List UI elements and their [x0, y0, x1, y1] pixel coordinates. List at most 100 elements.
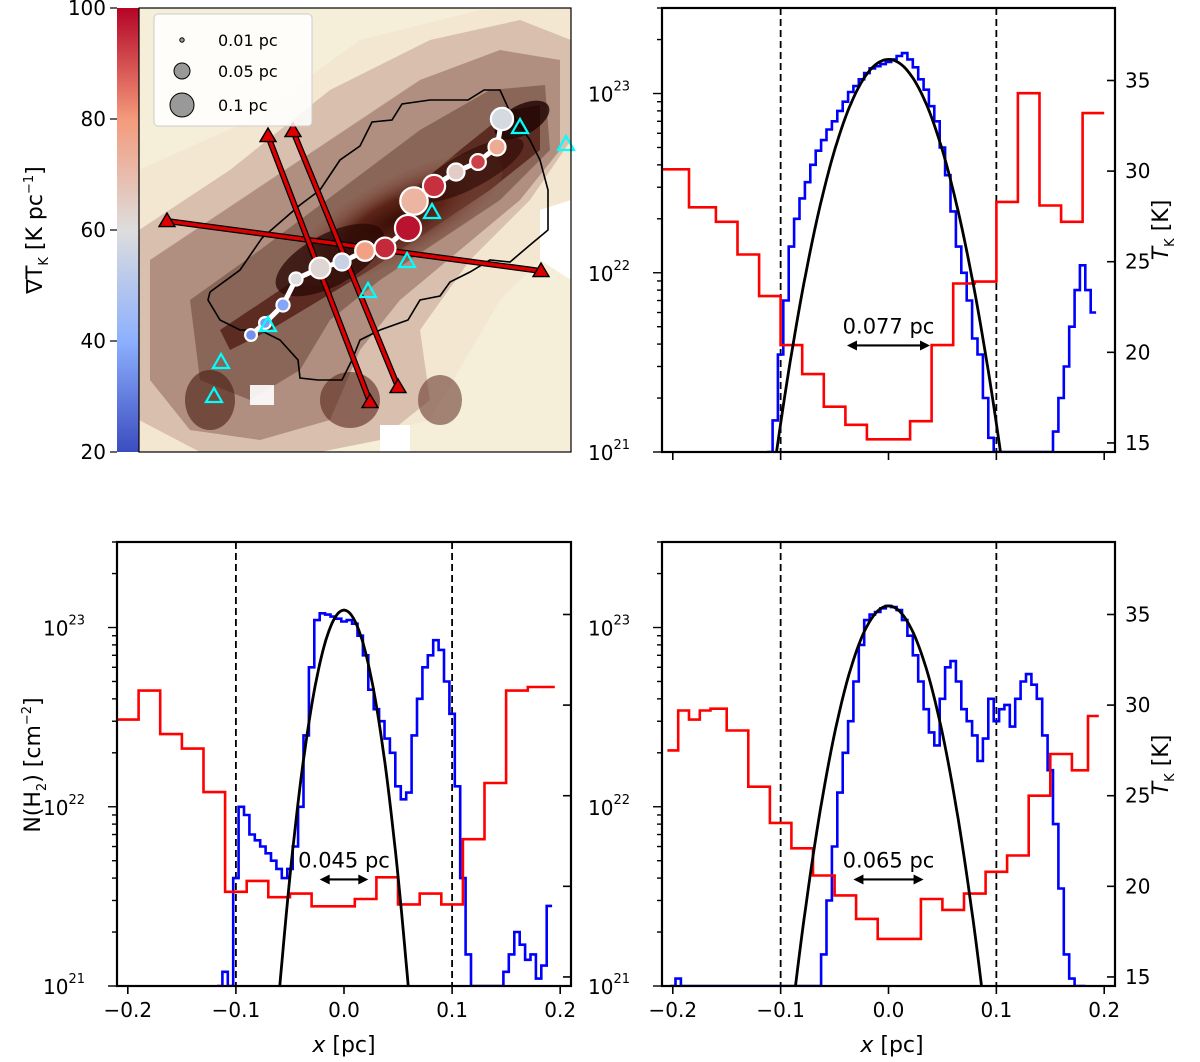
- temperature-profile: [662, 91, 1105, 441]
- legend-label: 0.1 pc: [218, 96, 267, 115]
- x-tick-label: −0.1: [212, 998, 261, 1022]
- y-tick-label-right: 35: [1125, 68, 1150, 92]
- cut-endpoint-marker: [360, 392, 380, 409]
- legend-label: 0.05 pc: [218, 62, 278, 81]
- colorbar-label: ∇TK [K pc−1]: [22, 166, 52, 295]
- temperature-profile: [117, 685, 555, 908]
- y-tick-label-right: 20: [1125, 874, 1150, 898]
- y-tick-label-right: 25: [1125, 250, 1150, 274]
- legend-label: 0.01 pc: [218, 31, 278, 50]
- colorbar-tick-label: 60: [81, 218, 106, 242]
- profile-panel-top-right: 0.077 pc 1021 1022 1023 15 20 25 30 35: [588, 6, 1150, 465]
- spine-point: [275, 297, 291, 313]
- y-tick-label-left: 1021: [588, 972, 630, 999]
- spine-point: [487, 137, 507, 157]
- core-marker: [510, 116, 530, 135]
- y-tick-label-right: 15: [1125, 965, 1150, 989]
- y-tick-label-right: 30: [1125, 693, 1150, 717]
- x-axis-label-bottom-left: x [pc]: [311, 1033, 375, 1058]
- spine-point: [421, 173, 447, 199]
- spine-point: [489, 106, 515, 132]
- width-arrow-head: [846, 340, 857, 351]
- legend-marker-small: [179, 37, 185, 43]
- spine-point: [354, 240, 376, 262]
- core-marker: [397, 250, 417, 269]
- x-tick-label: −0.2: [648, 998, 697, 1022]
- column-density-profile: [217, 612, 553, 986]
- cut-endpoint-marker: [258, 126, 278, 143]
- y-tick-label-left: 1022: [588, 259, 630, 286]
- core-markers: [204, 116, 576, 404]
- y-tick-label-left: 1022: [43, 793, 85, 820]
- cut-endpoint-marker: [531, 261, 551, 278]
- y-tick-label-left: 1023: [43, 614, 85, 641]
- core-marker: [358, 280, 378, 299]
- width-arrow-head: [319, 874, 330, 885]
- colorbar-tick-label: 80: [81, 107, 106, 131]
- y-tick-label-left: 1021: [43, 972, 85, 999]
- column-density-profile: [767, 51, 1097, 452]
- width-annotation: 0.077 pc: [843, 314, 935, 338]
- colorbar-tick-label: 40: [81, 329, 106, 353]
- y-tick-label-right: 35: [1125, 602, 1150, 626]
- y-axis-label-left: N(H2) [cm−2]: [20, 697, 50, 832]
- width-arrow-head: [853, 874, 864, 885]
- x-tick-label: −0.1: [756, 998, 805, 1022]
- gaussian-fit: [775, 57, 1002, 452]
- spine-point: [244, 328, 259, 343]
- width-arrow-head: [920, 340, 931, 351]
- gaussian-fit: [278, 608, 410, 986]
- gaussian-fit: [794, 604, 983, 986]
- spine-point: [288, 271, 304, 287]
- colorbar-ticks: 20 40 60 80 100: [68, 0, 117, 464]
- x-tick-label: 0.0: [328, 998, 360, 1022]
- y-tick-label-right: 30: [1125, 159, 1150, 183]
- core-marker: [211, 351, 231, 370]
- map-panel: 20 40 60 80 100 ∇TK [K pc−1]: [22, 0, 576, 464]
- y-tick-label-left: 1023: [588, 80, 630, 107]
- colorbar-tick-label: 100: [68, 0, 106, 20]
- spine-point: [332, 252, 352, 272]
- axes-frame: [660, 6, 1117, 454]
- cut-line: [166, 219, 542, 273]
- x-tick-label: 0.2: [544, 998, 576, 1022]
- y-tick-label-left: 1023: [588, 614, 630, 641]
- core-marker: [204, 385, 224, 404]
- colorbar-tick-label: 20: [81, 440, 106, 464]
- spine-point: [469, 153, 487, 171]
- profile-panel-bottom-right: 0.065 pc 1021 1022 1023 15 20 25 30 35 −0.2 −0.1 0.…: [588, 540, 1150, 1022]
- legend-marker-large: [169, 92, 195, 118]
- temperature-profile: [667, 707, 1099, 941]
- y-tick-label-right: 15: [1125, 431, 1150, 455]
- axes-frame: [115, 540, 573, 988]
- legend: 0.01 pc 0.05 pc 0.1 pc: [153, 13, 313, 127]
- spine-point: [393, 213, 423, 243]
- x-tick-label: 0.1: [436, 998, 468, 1022]
- y-tick-label-left: 1021: [588, 438, 630, 465]
- column-density-profile: [670, 604, 1086, 986]
- colorbar: [117, 8, 139, 452]
- width-annotation: 0.065 pc: [843, 848, 935, 872]
- cut-endpoint-marker: [157, 211, 177, 228]
- x-tick-label: 0.1: [980, 998, 1012, 1022]
- map-frame: [138, 7, 572, 453]
- cut-endpoint-marker: [388, 377, 408, 394]
- y-axis-label-right-top: TK [K]: [1149, 200, 1178, 261]
- x-axis-label-bottom-right: x [pc]: [859, 1033, 923, 1058]
- y-tick-label-left: 1022: [588, 793, 630, 820]
- x-tick-label: 0.0: [873, 998, 905, 1022]
- legend-marker-medium: [173, 62, 191, 80]
- core-marker: [422, 201, 442, 220]
- y-tick-label-right: 25: [1125, 784, 1150, 808]
- width-arrow-head: [913, 874, 924, 885]
- filament-spine: [244, 106, 515, 343]
- y-tick-label-right: 20: [1125, 340, 1150, 364]
- x-tick-label: −0.2: [104, 998, 153, 1022]
- width-arrow-head: [358, 874, 369, 885]
- spine-point: [399, 186, 429, 216]
- y-axis-label-right-bottom: TK [K]: [1149, 735, 1178, 796]
- spine-point: [373, 236, 397, 260]
- x-tick-label: 0.2: [1088, 998, 1120, 1022]
- width-annotation: 0.045 pc: [298, 848, 390, 872]
